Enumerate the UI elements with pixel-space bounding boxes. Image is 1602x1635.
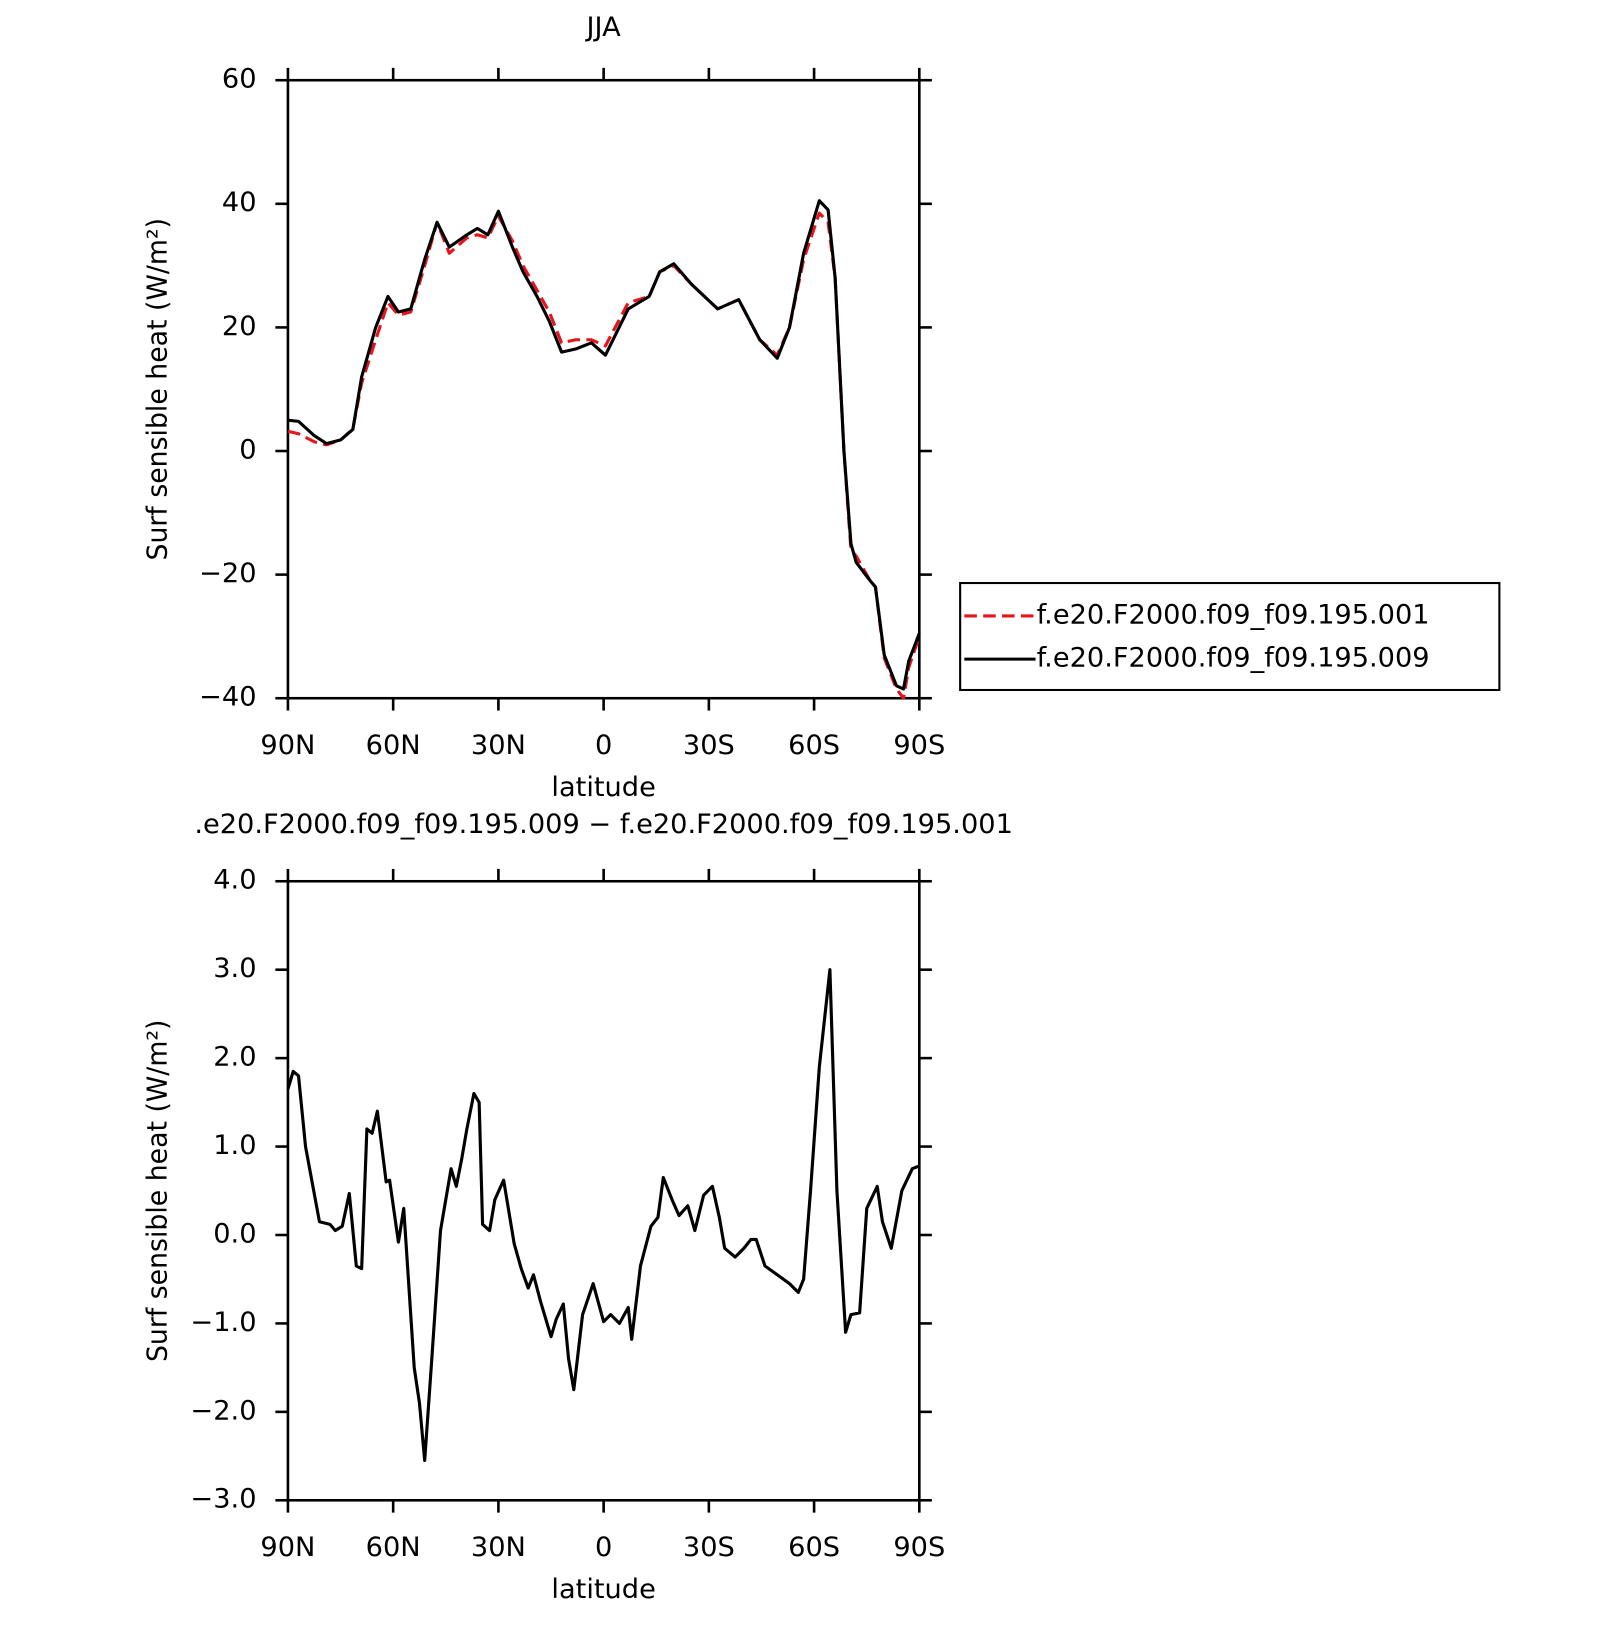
y-tick-label: 40 xyxy=(222,187,257,218)
y-tick-label: 20 xyxy=(222,311,257,342)
x-tick-label: 90N xyxy=(260,1532,315,1563)
y-tick-label: 60 xyxy=(222,64,257,95)
x-tick-label: 90N xyxy=(260,730,315,761)
y-tick-label: −40 xyxy=(199,682,256,713)
y-tick-label: 2.0 xyxy=(213,1042,256,1073)
series-line xyxy=(287,199,921,691)
data-line xyxy=(286,968,920,1463)
legend-box xyxy=(959,582,1501,692)
series-line xyxy=(287,211,921,700)
y-tick-label: −3.0 xyxy=(190,1484,256,1515)
x-tick-label: 90S xyxy=(893,1532,945,1563)
plot-frame xyxy=(286,879,921,1502)
y-tick-label: 3.0 xyxy=(213,953,256,984)
y-tick-label: 0.0 xyxy=(213,1219,256,1250)
y-tick-label: −20 xyxy=(199,558,256,589)
x-tick-label: 60N xyxy=(366,730,421,761)
x-tick-label: 30N xyxy=(471,1532,526,1563)
y-tick-label: 4.0 xyxy=(213,865,256,896)
legend-label: f.e20.F2000.f09_f09.195.001 xyxy=(1037,600,1430,631)
x-tick-label: 30N xyxy=(471,730,526,761)
x-tick-label: 90S xyxy=(893,730,945,761)
chart-title: JJA xyxy=(585,12,622,43)
x-tick-label: 0 xyxy=(595,1532,612,1563)
chart-title: .e20.F2000.f09_f09.195.009 − f.e20.F2000… xyxy=(194,809,1013,840)
y-axis-label: Surf sensible heat (W/m²) xyxy=(143,218,174,561)
x-tick-label: 60N xyxy=(366,1532,421,1563)
y-axis-label: Surf sensible heat (W/m²) xyxy=(143,1020,174,1363)
y-tick-label: 0 xyxy=(239,435,256,466)
x-tick-label: 30S xyxy=(683,730,735,761)
y-tick-label: −2.0 xyxy=(190,1396,256,1427)
plot-frame xyxy=(286,78,921,700)
y-tick-label: −1.0 xyxy=(190,1307,256,1338)
x-tick-label: 60S xyxy=(788,730,840,761)
x-axis-label: latitude xyxy=(551,1574,655,1605)
y-tick-label: 1.0 xyxy=(213,1130,256,1161)
x-axis-label: latitude xyxy=(551,772,655,803)
x-tick-label: 0 xyxy=(595,730,612,761)
x-tick-label: 60S xyxy=(788,1532,840,1563)
x-tick-label: 30S xyxy=(683,1532,735,1563)
legend-label: f.e20.F2000.f09_f09.195.009 xyxy=(1037,643,1430,674)
